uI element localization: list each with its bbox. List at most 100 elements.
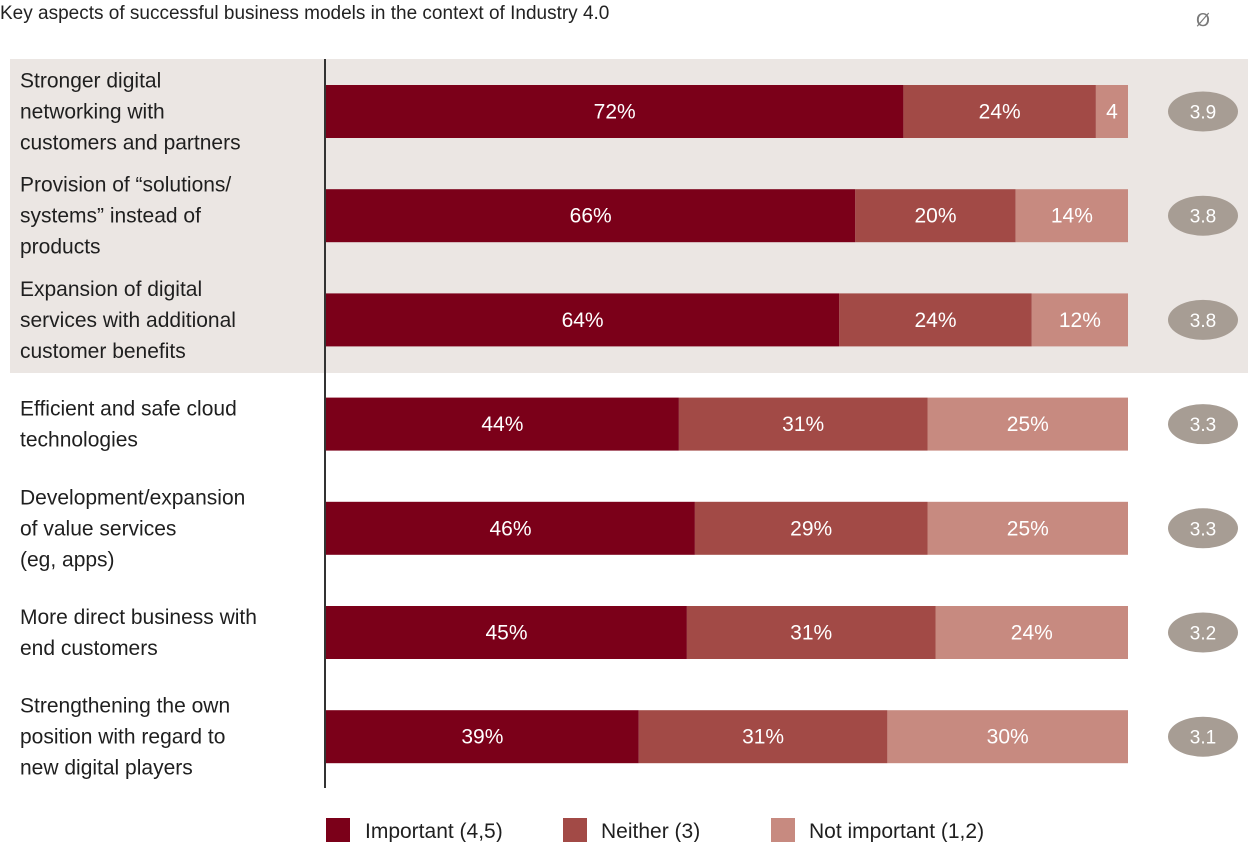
category-label: Strengthening the own position with regar… <box>20 695 230 780</box>
data-label: 4 <box>1106 101 1118 124</box>
data-label: 31% <box>790 622 832 645</box>
legend-swatch <box>326 818 350 842</box>
data-label: 72% <box>594 101 636 124</box>
bar-row: Strengthening the own position with regar… <box>20 695 1238 780</box>
data-label: 31% <box>742 726 784 749</box>
data-label: 31% <box>782 413 824 436</box>
category-label: Efficient and safe cloud technologies <box>20 398 237 452</box>
average-badge <box>1168 91 1238 132</box>
average-value: 3.2 <box>1190 624 1216 645</box>
category-label-line: Strengthening the own <box>20 695 230 718</box>
data-label: 66% <box>570 205 612 228</box>
bar-row: More direct business with end customers 45… <box>20 606 1238 660</box>
bar-segment-3 <box>927 397 1128 451</box>
bar-segment-3 <box>1031 293 1128 347</box>
data-label: 24% <box>914 309 956 332</box>
data-label: 39% <box>461 726 503 749</box>
category-label-line: More direct business with <box>20 606 257 629</box>
data-label: 25% <box>1007 413 1049 436</box>
category-label: More direct business with end customers <box>20 606 257 660</box>
average-badge <box>1168 299 1238 340</box>
bar-segment-2 <box>686 606 936 659</box>
bar-segment-1 <box>326 606 687 659</box>
data-label: 24% <box>979 101 1021 124</box>
bar-rows: Stronger digital networking with customers… <box>20 70 1238 780</box>
bar-segment-2 <box>678 397 928 451</box>
bar-segment-3 <box>1095 85 1128 138</box>
bar-segment-2 <box>855 189 1016 243</box>
average-value: 3.1 <box>1190 728 1216 749</box>
legend-label: Important (4,5) <box>365 820 503 842</box>
average-badge <box>1168 716 1238 757</box>
category-label-line: Provision of “solutions/ <box>20 174 231 197</box>
category-label-line: end customers <box>20 637 158 660</box>
legend-swatch <box>771 818 795 842</box>
category-label-line: customers and partners <box>20 132 241 155</box>
category-label: Provision of “solutions/systems” instead… <box>20 174 231 259</box>
category-label-line: systems” instead of <box>20 205 201 228</box>
data-label: 64% <box>562 309 604 332</box>
bar-segment-3 <box>887 710 1128 764</box>
average-value: 3.3 <box>1190 415 1216 436</box>
bar-segment-1 <box>326 293 840 347</box>
bar-segment-2 <box>903 85 1096 138</box>
bar-segment-3 <box>935 606 1128 659</box>
average-badge <box>1168 508 1238 549</box>
bar-segment-1 <box>326 85 904 138</box>
data-label: 12% <box>1059 309 1101 332</box>
category-label-line: Development/expansion <box>20 486 245 509</box>
category-label-line: products <box>20 236 101 259</box>
bar-segment-3 <box>927 501 1128 555</box>
category-label-line: Stronger digital <box>20 70 161 93</box>
bar-row: Stronger digital networking with customers… <box>20 70 1238 155</box>
average-header: Ø <box>1196 10 1210 31</box>
data-label: 24% <box>1011 622 1053 645</box>
data-label: 29% <box>790 517 832 540</box>
category-label-line: Expansion of digital <box>20 278 202 301</box>
bar-segment-1 <box>326 710 639 764</box>
bar-segment-1 <box>326 397 679 451</box>
category-label-line: Efficient and safe cloud <box>20 398 237 421</box>
category-label-line: networking with <box>20 101 165 124</box>
legend-label: Neither (3) <box>601 820 700 842</box>
bar-segment-2 <box>839 293 1032 347</box>
bar-row: Provision of “solutions/systems” instead… <box>20 174 1238 259</box>
average-value: 3.8 <box>1190 311 1216 332</box>
bar-segment-1 <box>326 501 695 555</box>
data-label: 14% <box>1051 205 1093 228</box>
bar-row: Development/expansion of value services (e… <box>20 486 1238 571</box>
category-label: Stronger digital networking with customers… <box>20 70 241 155</box>
category-label-line: services with additional <box>20 309 236 332</box>
data-label: 45% <box>485 622 527 645</box>
data-label: 25% <box>1007 517 1049 540</box>
average-badge <box>1168 195 1238 236</box>
bar-row: Efficient and safe cloud technologies 44% 3… <box>20 397 1238 452</box>
category-label-line: customer benefits <box>20 340 186 363</box>
bar-row: Expansion of digital services with additi… <box>20 278 1238 363</box>
category-label-line: new digital players <box>20 757 193 780</box>
average-value: 3.3 <box>1190 519 1216 540</box>
chart-title: Key aspects of successful business model… <box>0 3 609 24</box>
category-label-line: (eg, apps) <box>20 548 115 571</box>
data-label: 46% <box>489 517 531 540</box>
bar-segment-2 <box>694 501 928 555</box>
data-label: 20% <box>914 205 956 228</box>
category-label-line: technologies <box>20 429 138 452</box>
legend-label: Not important (1,2) <box>809 820 984 842</box>
bar-segment-3 <box>1015 189 1128 243</box>
bar-segment-1 <box>326 189 856 243</box>
category-label: Expansion of digital services with additi… <box>20 278 236 363</box>
category-label: Development/expansion of value services (e… <box>20 486 245 571</box>
bar-segment-2 <box>638 710 888 764</box>
category-label-line: position with regard to <box>20 726 225 749</box>
legend: Important (4,5) Neither (3) Not important … <box>326 818 984 842</box>
average-value: 3.8 <box>1190 207 1216 228</box>
data-label: 30% <box>987 726 1029 749</box>
average-badge <box>1168 612 1238 653</box>
data-label: 44% <box>481 413 523 436</box>
average-badge <box>1168 404 1238 445</box>
average-value: 3.9 <box>1190 103 1216 124</box>
legend-swatch <box>563 818 587 842</box>
category-label-line: of value services <box>20 517 176 540</box>
